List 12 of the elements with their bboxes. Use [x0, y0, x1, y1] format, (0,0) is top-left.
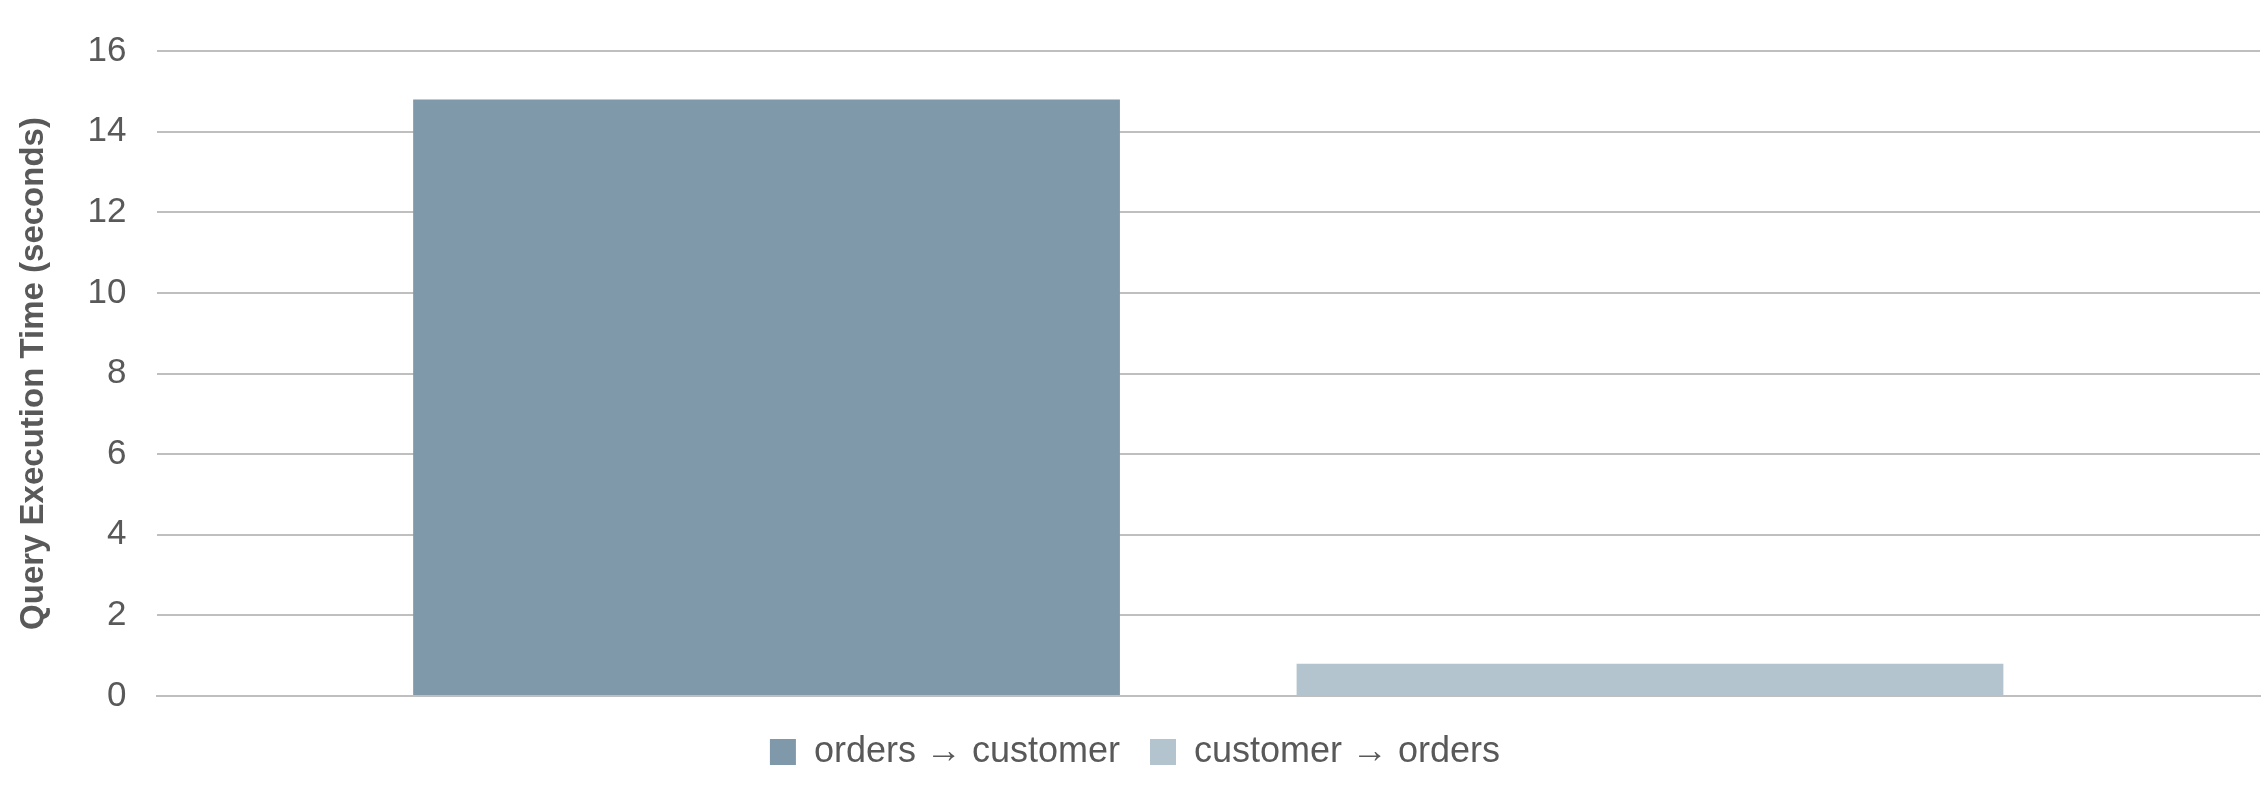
y-tick-label: 0 — [107, 673, 127, 713]
y-tick-label: 14 — [87, 109, 127, 149]
y-tick-label: 10 — [87, 270, 127, 310]
y-tick-label: 12 — [87, 189, 127, 229]
y-axis-title: Query Execution Time (seconds) — [12, 117, 50, 630]
y-tick-label: 8 — [107, 351, 127, 391]
y-tick-label: 4 — [107, 512, 127, 552]
y-tick-label: 6 — [107, 431, 127, 471]
legend-label: customer → orders — [1194, 728, 1501, 770]
y-tick-label: 2 — [107, 593, 127, 633]
y-tick-label: 16 — [87, 28, 127, 68]
legend-label: orders → customer — [813, 728, 1121, 770]
